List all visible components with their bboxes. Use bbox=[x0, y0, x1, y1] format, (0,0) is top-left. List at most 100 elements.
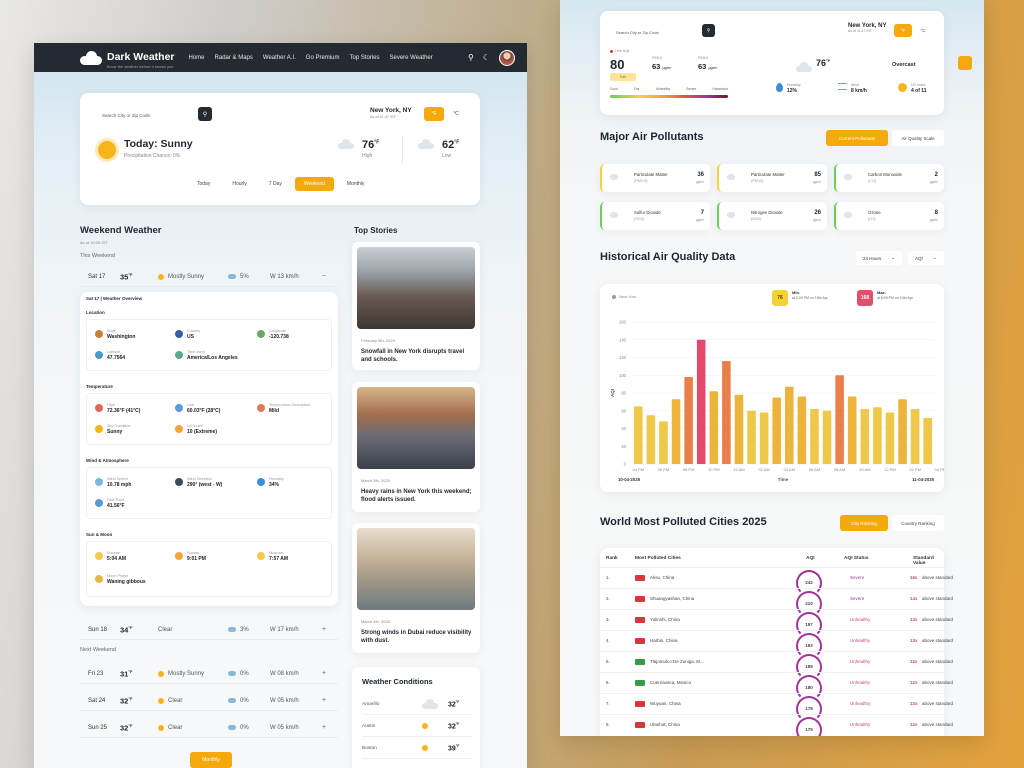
tab-country-ranking[interactable]: Country Ranking bbox=[892, 515, 944, 531]
search-icon[interactable]: ⚲ bbox=[467, 53, 474, 62]
story-headline[interactable]: Snowfall in New York disrupts travel and… bbox=[361, 349, 465, 364]
pollutant-name: Ozone bbox=[868, 210, 881, 215]
row-city[interactable]: Tlajomulco De Zuniga, M... bbox=[650, 659, 704, 664]
range-select[interactable]: 24 Hours ⌄ bbox=[856, 251, 903, 265]
story-card-1[interactable]: February 6th, 2025 Snowfall in New York … bbox=[352, 242, 480, 370]
table-row[interactable]: 6. Cuernavaca, Mexico 180 Unhealthy 12x above… bbox=[600, 672, 953, 701]
weather-conditions-title: Weather Conditions bbox=[362, 677, 433, 686]
condition-row[interactable]: Amarillo 32°F bbox=[362, 695, 472, 715]
condition-row[interactable]: Boston 39°F bbox=[362, 739, 472, 759]
historical-aqi-title: Historical Air Quality Data bbox=[600, 251, 736, 263]
forecast-row-fri-23[interactable]: Fri 23 31°F Mostly Sunny 0% W 08 km/h + bbox=[80, 664, 338, 684]
nav-severe-weather[interactable]: Severe Weather bbox=[389, 54, 433, 61]
row-rain: 3% bbox=[240, 626, 249, 633]
row-city[interactable]: Cuernavaca, Mexico bbox=[650, 680, 692, 685]
tab-weekend[interactable]: Weekend bbox=[294, 177, 334, 191]
forecast-row-sun-25[interactable]: Sun 25 32°F Clear 0% W 05 km/h + bbox=[80, 718, 338, 738]
celsius-toggle[interactable]: °C bbox=[920, 28, 926, 33]
row-city[interactable]: Wuyuan, China bbox=[650, 701, 681, 706]
tab-current-pollutants[interactable]: Current Pollutants bbox=[826, 130, 888, 146]
collapse-toggle[interactable]: − bbox=[322, 273, 327, 280]
pollutant-card[interactable]: Sulfur Dioxide (SO2) 7 µg/m³ bbox=[600, 202, 710, 230]
tab-monthly[interactable]: Monthly bbox=[346, 181, 365, 187]
search-input[interactable]: Search City or Zip Code bbox=[102, 112, 151, 118]
weather-alert-icon[interactable] bbox=[958, 56, 972, 70]
table-row[interactable]: 1. Aksu, China 242 Severe 16x above standard bbox=[600, 567, 953, 596]
nav-home[interactable]: Home bbox=[188, 54, 205, 61]
monthly-button[interactable]: Monthly bbox=[190, 752, 232, 768]
table-row[interactable]: 7. Wuyuan, China 178 Unhealthy 12x above stan… bbox=[600, 693, 953, 722]
table-row[interactable]: 3. Yulinshi, China 197 Unhealthy 13x above st… bbox=[600, 609, 953, 638]
moon-icon[interactable]: ☾ bbox=[482, 53, 490, 62]
temp-description-item: Temperature Description Mild bbox=[257, 403, 310, 414]
pollutant-name: Particulate Matter bbox=[634, 172, 668, 177]
nav-weather-ai[interactable]: Weather A.I. bbox=[262, 54, 296, 61]
pollutant-card[interactable]: Carbon Monoxide (CO) 2 µg/m³ bbox=[834, 164, 944, 192]
story-headline[interactable]: Heavy rains in New York this weekend; fl… bbox=[361, 489, 472, 504]
forecast-row-sat-24[interactable]: Sat 24 32°F Clear 0% W 05 km/h + bbox=[80, 691, 338, 711]
scale-unhealthy: Unhealthy bbox=[655, 87, 671, 91]
tab-air-quality-scale[interactable]: Air Quality Scale bbox=[892, 130, 944, 146]
city-name: Boston bbox=[362, 746, 377, 751]
row-city[interactable]: Yulinshi, China bbox=[650, 617, 680, 622]
item-value: 60.03°F (28°C) bbox=[187, 408, 221, 414]
fahrenheit-toggle[interactable]: °F bbox=[424, 107, 444, 121]
pollutant-card[interactable]: Nitrogen Dioxide (NO2) 26 µg/m³ bbox=[717, 202, 827, 230]
table-row[interactable]: 2. Shuangyashan, China 210 Severe 14x above s… bbox=[600, 588, 953, 617]
row-rain: 0% bbox=[240, 670, 249, 677]
degree-unit: °F bbox=[128, 624, 133, 630]
story-card-3[interactable]: March 4th, 2025 Strong winds in Dubai re… bbox=[352, 523, 480, 653]
expand-toggle[interactable]: + bbox=[322, 670, 327, 677]
row-status: Unhealthy bbox=[850, 701, 871, 706]
table-row[interactable]: 4. Harbin, China 193 Unhealthy 13x above stan… bbox=[600, 630, 953, 659]
forecast-row-sun-18[interactable]: Sun 18 34°F Clear 3% W 17 km/h + bbox=[80, 620, 338, 640]
search-button[interactable]: ⚲ bbox=[198, 107, 212, 121]
tab-hourly[interactable]: Hourly bbox=[232, 181, 247, 187]
row-city[interactable]: Shuangyashan, China bbox=[650, 596, 695, 601]
row-city[interactable]: Aksu, China bbox=[650, 575, 675, 580]
nav-radar-maps[interactable]: Radar & Maps bbox=[214, 54, 253, 61]
avatar[interactable] bbox=[499, 49, 515, 66]
tab-today[interactable]: Today bbox=[197, 181, 211, 187]
tab-7-day[interactable]: 7 Day bbox=[268, 181, 282, 187]
fahrenheit-toggle[interactable]: °F bbox=[894, 24, 912, 37]
expand-toggle[interactable]: + bbox=[322, 626, 327, 633]
aqi-bar bbox=[709, 391, 719, 464]
pollutant-value: 36 bbox=[697, 172, 704, 178]
country-flag-icon bbox=[635, 638, 645, 644]
row-standard-multiplier: 12x bbox=[910, 701, 918, 706]
city-temp: 32 bbox=[448, 701, 456, 709]
expand-toggle[interactable]: + bbox=[322, 724, 327, 731]
sun-moon-group-title: Sun & Moon bbox=[86, 532, 113, 537]
nav-top-stories[interactable]: Top Stories bbox=[349, 54, 380, 61]
tab-city-ranking[interactable]: City Ranking bbox=[840, 515, 888, 531]
nav-go-premium[interactable]: Go Premium bbox=[305, 54, 340, 61]
sunset-icon bbox=[175, 552, 183, 560]
search-input[interactable]: Search City or Zip Code bbox=[610, 25, 716, 39]
row-city[interactable]: Ulanhot, China bbox=[650, 722, 680, 727]
table-row[interactable]: 5. Tlajomulco De Zuniga, M... 189 Unhealthy… bbox=[600, 651, 953, 680]
story-card-2[interactable]: March 5th, 2025 Heavy rains in New York … bbox=[352, 382, 480, 512]
cloud-icon bbox=[844, 174, 852, 180]
brand-logo[interactable]: Dark Weather Know the weather before it … bbox=[80, 47, 175, 69]
pollutant-card[interactable]: Particulate Matter (PM10) 85 µg/m³ bbox=[717, 164, 827, 192]
condition-row[interactable]: Austin 32°F bbox=[362, 717, 472, 737]
story-headline[interactable]: Strong winds in Dubai reduce visibility … bbox=[361, 630, 472, 645]
item-key: Moonset bbox=[269, 551, 284, 555]
table-row[interactable]: 8. Ulanhot, China 175 Unhealthy 12x above sta… bbox=[600, 714, 953, 736]
forecast-row-sat-17[interactable]: Sat 17 35°F Mostly Sunny 5% W 13 km/h − bbox=[80, 267, 338, 287]
temperature-group-title: Temperature bbox=[86, 384, 113, 389]
x-tick-label: 02 AM bbox=[758, 467, 769, 472]
metric-select[interactable]: AQI ⌄ bbox=[908, 251, 944, 265]
celsius-toggle[interactable]: °C bbox=[453, 111, 459, 117]
aqi-bar bbox=[885, 412, 895, 464]
live-text: Live AQI bbox=[615, 49, 630, 53]
story-image bbox=[357, 387, 475, 469]
pollutant-card[interactable]: Ozone (O3) 8 µg/m³ bbox=[834, 202, 944, 230]
search-button[interactable]: ⚲ bbox=[702, 24, 715, 37]
expand-toggle[interactable]: + bbox=[322, 697, 327, 704]
low-temp: 62°F Low bbox=[418, 139, 459, 159]
row-city[interactable]: Harbin, China bbox=[650, 638, 678, 643]
pollutant-card[interactable]: Particulate Matter (PM2.5) 36 µg/m³ bbox=[600, 164, 710, 192]
pollutant-formula: (CO) bbox=[868, 179, 877, 183]
